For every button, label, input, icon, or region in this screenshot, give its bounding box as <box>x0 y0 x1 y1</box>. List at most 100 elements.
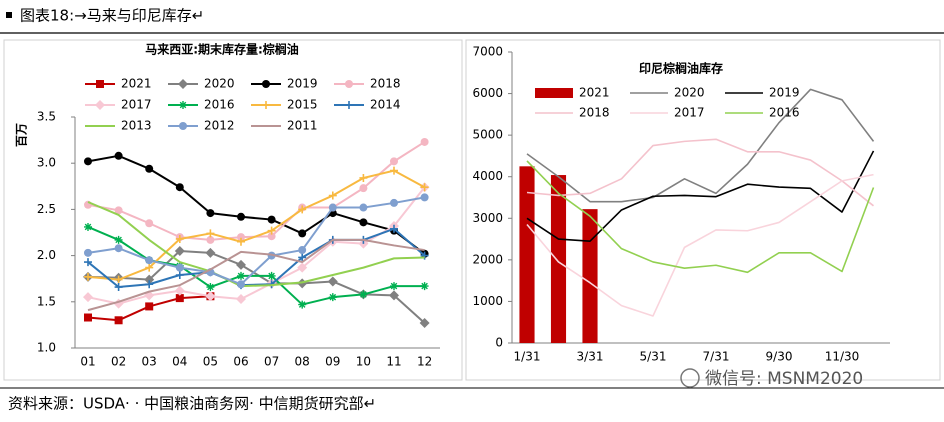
line-series <box>87 238 425 312</box>
legend-marker <box>179 122 187 130</box>
y-tick-label: 1.5 <box>37 294 56 308</box>
marker <box>420 137 429 146</box>
x-tick-label: 5/31 <box>640 350 667 364</box>
marker <box>84 222 92 231</box>
line-series <box>526 173 874 317</box>
marker <box>237 237 245 246</box>
legend-label: 2019 <box>287 77 318 91</box>
y-tick-label: 1.0 <box>37 341 56 355</box>
marker <box>174 245 185 256</box>
marker <box>175 263 184 272</box>
marker <box>359 184 368 193</box>
marker <box>359 290 368 299</box>
marker <box>206 229 215 238</box>
legend-marker <box>262 101 270 109</box>
marker <box>175 294 184 303</box>
legend-marker <box>179 101 187 109</box>
marker <box>206 209 215 218</box>
marker <box>298 229 307 238</box>
marker <box>145 219 154 228</box>
marker <box>237 271 245 280</box>
marker <box>237 233 245 242</box>
marker <box>84 248 92 257</box>
marker <box>419 318 430 329</box>
legend-label: 2020 <box>674 86 705 100</box>
marker <box>84 157 92 166</box>
chart-title: 马来西亚:期末库存量:棕榈油 <box>145 42 299 57</box>
y-tick-label: 6000 <box>472 86 503 100</box>
bar <box>550 175 567 343</box>
x-tick-label: 02 <box>111 355 126 369</box>
marker <box>84 272 92 281</box>
y-tick-label: 2.0 <box>37 248 56 262</box>
line-series <box>526 88 875 203</box>
x-tick-label: 03 <box>142 355 157 369</box>
legend-marker <box>345 80 353 88</box>
legend-label: 2020 <box>204 77 235 91</box>
marker <box>84 313 92 322</box>
legend-label: 2021 <box>579 86 610 100</box>
legend-label: 2017 <box>674 106 705 120</box>
y-tick-label: 7000 <box>472 45 503 59</box>
marker <box>114 275 123 284</box>
left-frame <box>3 39 463 381</box>
marker <box>206 283 215 292</box>
legend-label: 2013 <box>121 119 152 133</box>
watermark: 微信号: MSNM2020 <box>705 369 863 389</box>
legend-label: 2016 <box>769 106 800 120</box>
x-tick-label: 08 <box>295 355 310 369</box>
y-tick-label: 1000 <box>472 294 503 308</box>
marker <box>267 232 276 241</box>
marker <box>420 282 429 291</box>
marker <box>390 157 398 166</box>
legend-label: 2014 <box>370 98 401 112</box>
line-series <box>526 138 874 207</box>
marker <box>328 191 337 200</box>
line-series <box>526 160 875 274</box>
legend-label: 2019 <box>769 86 800 100</box>
y-tick-label: 3000 <box>472 211 503 225</box>
x-tick-label: 05 <box>203 355 218 369</box>
y-axis-label: 百万 <box>15 123 29 147</box>
y-tick-label: 5000 <box>472 128 503 142</box>
legend-label: 2015 <box>287 98 318 112</box>
marker <box>359 173 368 182</box>
y-tick-label: 2000 <box>472 252 503 266</box>
legend-label: 2011 <box>287 119 318 133</box>
legend-marker <box>345 101 353 109</box>
marker <box>236 259 246 270</box>
bullet <box>6 12 12 18</box>
marker <box>114 206 123 215</box>
line-series <box>87 154 426 255</box>
x-tick-label: 11 <box>386 355 401 369</box>
marker <box>359 203 368 212</box>
legend-label: 2021 <box>121 77 152 91</box>
marker <box>205 291 216 302</box>
marker <box>389 290 399 301</box>
marker <box>145 263 154 272</box>
marker <box>420 193 429 202</box>
marker <box>298 253 307 262</box>
legend-label: 2017 <box>121 98 152 112</box>
y-tick-label: 3.0 <box>37 156 56 170</box>
y-tick-label: 2.5 <box>37 202 56 216</box>
x-tick-label: 07 <box>264 355 279 369</box>
marker <box>205 247 216 258</box>
legend-marker <box>262 80 270 88</box>
x-tick-label: 06 <box>233 355 248 369</box>
legend-marker <box>96 80 104 88</box>
marker <box>145 302 154 311</box>
marker <box>83 292 93 303</box>
marker <box>390 166 398 175</box>
legend-label: 2018 <box>370 77 401 91</box>
x-tick-label: 3/31 <box>577 350 604 364</box>
marker <box>327 276 338 287</box>
marker <box>175 234 184 243</box>
marker <box>298 205 307 214</box>
wechat-icon <box>680 368 700 388</box>
line-series <box>526 150 875 242</box>
marker <box>390 282 398 291</box>
marker <box>236 294 246 305</box>
